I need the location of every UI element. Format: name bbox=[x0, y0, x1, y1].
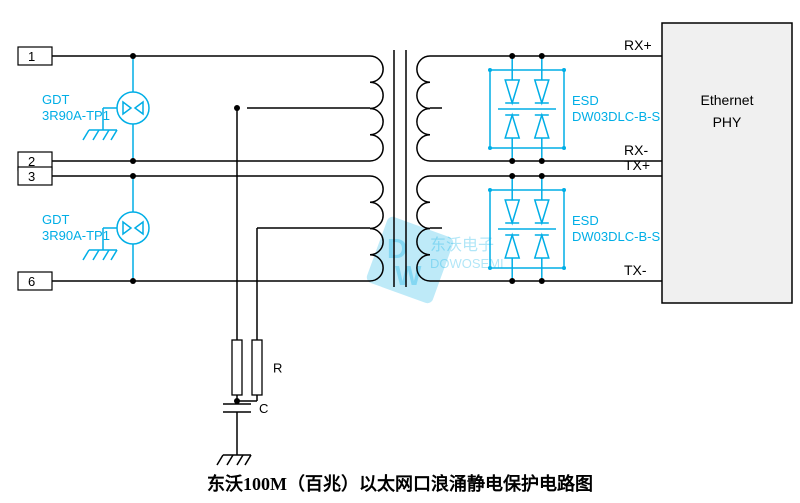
r-label: R bbox=[273, 361, 282, 376]
pin-number: 1 bbox=[28, 49, 35, 64]
pin-number: 6 bbox=[28, 274, 35, 289]
resistor bbox=[252, 340, 262, 395]
signal-label: TX+ bbox=[624, 157, 650, 173]
esd-ref: ESD bbox=[572, 213, 599, 228]
esd-part: DW03DLC-B-S bbox=[572, 229, 660, 244]
signal-label: RX- bbox=[624, 142, 648, 158]
pin-number: 3 bbox=[28, 169, 35, 184]
esd-ref: ESD bbox=[572, 93, 599, 108]
esd-part: DW03DLC-B-S bbox=[572, 109, 660, 124]
signal-label: TX- bbox=[624, 262, 647, 278]
c-label: C bbox=[259, 401, 268, 416]
watermark-text-cn: 东沃电子 bbox=[430, 236, 494, 254]
gdt-part: 3R90A-TP1 bbox=[42, 108, 110, 123]
diagram-caption: 东沃100M（百兆）以太网口浪涌静电保护电路图 bbox=[207, 473, 593, 494]
gdt-ref: GDT bbox=[42, 212, 70, 227]
phy-title-2: PHY bbox=[713, 114, 742, 130]
phy-title-1: Ethernet bbox=[701, 92, 754, 108]
esd-component bbox=[488, 56, 566, 162]
resistor bbox=[232, 340, 242, 395]
gdt-part: 3R90A-TP1 bbox=[42, 228, 110, 243]
ethernet-phy-block: Ethernet PHY bbox=[662, 23, 792, 303]
signal-label: RX+ bbox=[624, 37, 652, 53]
gdt-ref: GDT bbox=[42, 92, 70, 107]
